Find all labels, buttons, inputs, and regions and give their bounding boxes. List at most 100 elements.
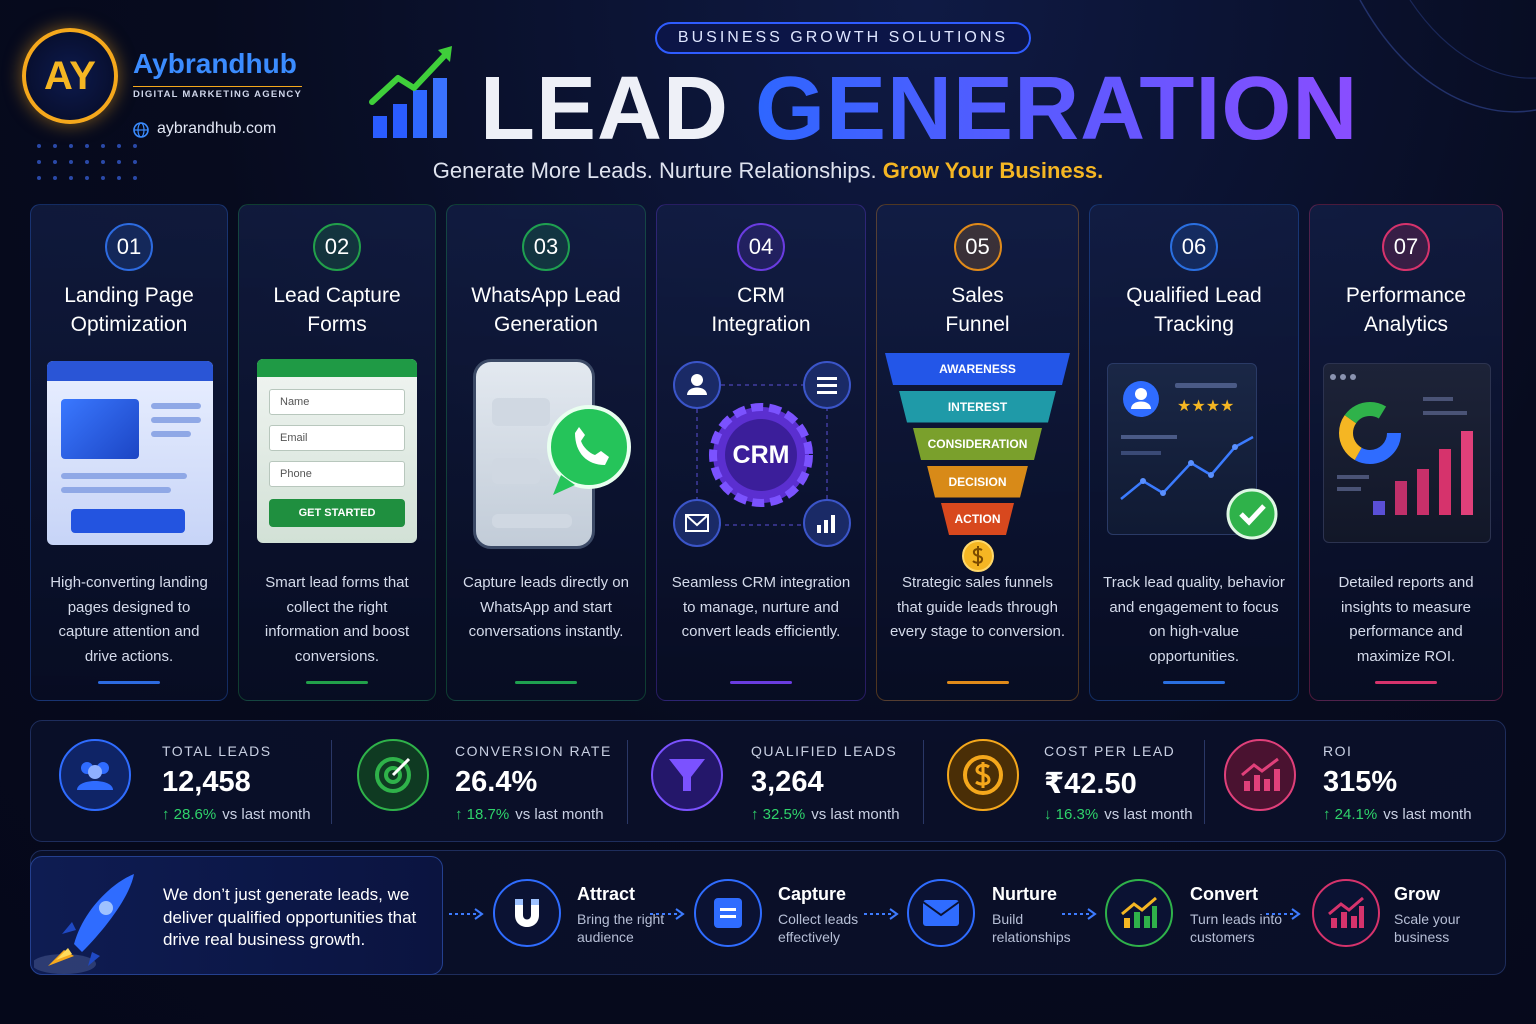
stat-icon: [651, 739, 723, 811]
service-card: 01 Landing Page Optimization High-convert…: [30, 204, 228, 701]
rect: [831, 515, 835, 533]
circle: [1339, 402, 1401, 464]
path: [972, 546, 984, 566]
stat-icon: [357, 739, 429, 811]
circle: [99, 901, 113, 915]
card-title: Qualified Lead Tracking: [1090, 281, 1298, 339]
headline-generation: GENERATION: [755, 59, 1359, 159]
service-card: 02 Lead Capture Forms Name Email Phone GET …: [238, 204, 436, 701]
rect: [817, 391, 837, 394]
badge: BUSINESS GROWTH SOLUTIONS: [655, 22, 1031, 54]
rect: [1461, 431, 1473, 515]
form-mockup: Name Email Phone GET STARTED: [257, 359, 417, 543]
rect: [1423, 397, 1453, 401]
stat-separator: [1204, 740, 1205, 824]
path: [62, 922, 76, 934]
path: [56, 948, 72, 960]
card-title-line: Landing Page: [64, 284, 194, 307]
svg: [963, 755, 1003, 795]
rect: [373, 116, 387, 138]
step-title: Attract: [577, 884, 636, 904]
stat-label: ROI: [1323, 743, 1353, 759]
line: [391, 757, 411, 777]
rect: [1175, 383, 1237, 388]
path: [687, 387, 707, 395]
card-title: Landing Page Optimization: [31, 281, 227, 339]
dot-grid: [37, 144, 137, 180]
card-number: 04: [737, 223, 785, 271]
rect: [685, 514, 709, 532]
rect: [1341, 912, 1347, 928]
g: [817, 515, 835, 533]
path: [575, 427, 609, 465]
rect: [923, 900, 959, 926]
stat-comparison: vs last month: [1104, 806, 1193, 823]
card-title-line: Tracking: [1154, 313, 1234, 336]
step-description: Scale your business: [1394, 911, 1461, 945]
card-underline: [946, 681, 1009, 684]
stat-comparison: vs last month: [222, 806, 311, 823]
polyline: [1087, 908, 1097, 920]
polyline: [474, 908, 484, 920]
circle: [69, 160, 73, 164]
stat-label: TOTAL LEADS: [162, 743, 272, 759]
svg: [375, 757, 411, 793]
stat-label: QUALIFIED LEADS: [751, 743, 898, 759]
rect: [1264, 779, 1270, 791]
stat-value: 26.4%: [455, 766, 538, 798]
card-title-line: Generation: [494, 313, 598, 336]
stat-value: 12,458: [162, 766, 251, 798]
stat-change: ↑ 18.7%: [455, 806, 510, 823]
circle: [53, 144, 57, 148]
card-number: 06: [1170, 223, 1218, 271]
circle: [1339, 402, 1401, 464]
stat-separator: [923, 740, 924, 824]
circle: [1330, 374, 1336, 380]
stat-icon: [59, 739, 131, 811]
message: We don’t just generate leads, we deliver…: [163, 885, 417, 949]
svg: [1328, 896, 1364, 928]
path: [88, 952, 100, 966]
rect: [714, 898, 742, 928]
rect: [720, 908, 736, 911]
polyline: [889, 908, 899, 920]
headline: LEAD GENERATION: [480, 58, 1358, 161]
card-title-line: Optimization: [70, 313, 188, 336]
crm-diagram: [673, 361, 851, 547]
stat-change-row: ↑ 28.6% vs last month: [162, 806, 311, 824]
funnel-stage: DECISION: [927, 466, 1028, 498]
circle: [133, 160, 137, 164]
circle: [1340, 374, 1346, 380]
stat-change: ↑ 24.1%: [1323, 806, 1378, 823]
image-block: [61, 399, 139, 459]
circle: [133, 176, 137, 180]
rect: [817, 377, 837, 380]
service-card: 06 Qualified Lead Tracking ★★★★ Track lea…: [1089, 204, 1299, 701]
card-number: 05: [953, 223, 1002, 271]
card-title-line: Lead Capture: [273, 284, 401, 307]
step-icon: [694, 879, 762, 947]
stat-icon: [947, 739, 1019, 811]
card-underline: [306, 681, 368, 684]
circle: [1226, 488, 1278, 540]
rect: [433, 78, 447, 138]
path: [1359, 0, 1536, 113]
polyline: [1328, 896, 1364, 916]
flow-arrow: [449, 908, 484, 920]
card-title: Lead Capture Forms: [239, 281, 435, 339]
card-title-line: Integration: [711, 313, 811, 336]
rect: [531, 899, 539, 905]
rect: [1144, 916, 1150, 928]
circle: [37, 160, 41, 164]
chat-bubble: [492, 514, 572, 528]
card-illustration: ★★★★: [1090, 355, 1298, 555]
stat-label: COST PER LEAD: [1044, 743, 1176, 759]
service-card: 03 WhatsApp Lead Generation Capture leads…: [446, 204, 646, 701]
stat-change-row: ↓ 16.3% vs last month: [1044, 806, 1193, 824]
globe-icon: [133, 122, 149, 138]
rect: [817, 525, 821, 533]
circle: [1140, 478, 1146, 484]
card-underline: [730, 681, 792, 684]
chat-bubble: [492, 458, 540, 484]
